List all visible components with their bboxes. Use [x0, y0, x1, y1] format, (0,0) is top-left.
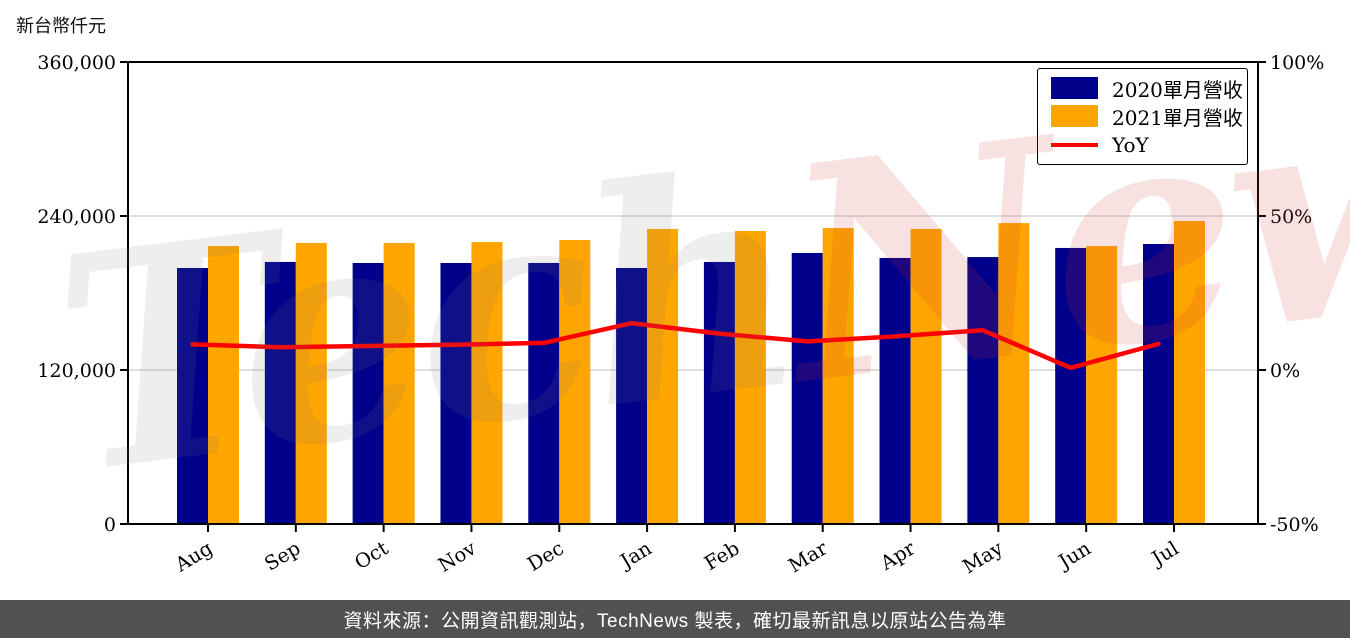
- legend-item-2021: 2021單月營收: [1038, 102, 1247, 130]
- legend-label-yoy: YoY: [1112, 132, 1149, 157]
- legend-swatch-yoy-line: [1051, 142, 1098, 148]
- bar-2020-oct: [352, 262, 384, 524]
- left-tick-label: 0: [104, 514, 116, 536]
- bar-2021-may: [998, 223, 1030, 524]
- bar-2021-jul: [1173, 221, 1205, 524]
- right-tick-label: 50%: [1270, 206, 1312, 228]
- bar-2021-jan: [647, 228, 679, 524]
- bar-2020-mar: [791, 252, 823, 524]
- bar-2020-apr: [879, 257, 911, 524]
- right-tick-label: 100%: [1270, 52, 1324, 74]
- bar-2021-apr: [910, 228, 942, 524]
- bar-2020-jan: [616, 267, 648, 524]
- yoy-line: [190, 320, 1161, 371]
- bar-2020-nov: [440, 262, 472, 524]
- legend-item-yoy: YoY: [1038, 131, 1247, 159]
- right-tick-label: 0%: [1270, 360, 1300, 382]
- x-tick-label-apr: Apr: [876, 536, 920, 575]
- x-tick-label-feb: Feb: [700, 537, 743, 576]
- bar-2020-jun: [1055, 247, 1087, 524]
- bar-2020-jul: [1142, 243, 1174, 524]
- legend-item-2020: 2020單月營收: [1038, 74, 1247, 102]
- y-axis-unit-label: 新台幣仟元: [16, 16, 106, 37]
- x-tick-label-mar: Mar: [784, 536, 831, 577]
- x-tick-label-jul: Jul: [1146, 537, 1182, 571]
- bar-2020-aug: [177, 267, 208, 524]
- left-tick-label: 120,000: [37, 360, 116, 382]
- x-tick-label-may: May: [959, 537, 1007, 579]
- legend-swatch-2020-bar: [1051, 77, 1098, 100]
- source-footer-text: 資料來源：公開資訊觀測站，TechNews 製表，確切最新訊息以原站公告為準: [343, 610, 1007, 632]
- bar-2021-oct: [383, 242, 415, 524]
- x-tick-label-sep: Sep: [260, 537, 304, 576]
- bar-2021-aug: [208, 246, 239, 524]
- right-tick-label: -50%: [1270, 514, 1319, 536]
- bar-2021-feb: [734, 231, 766, 524]
- left-tick-label: 240,000: [37, 206, 116, 228]
- x-tick-label-jan: Jan: [615, 536, 656, 573]
- bar-2021-mar: [822, 228, 854, 524]
- x-tick-label-nov: Nov: [434, 537, 480, 577]
- legend: 2020單月營收 2021單月營收 YoY: [1037, 68, 1248, 165]
- bar-2020-dec: [528, 262, 560, 524]
- x-tick-label-jun: Jun: [1053, 536, 1095, 574]
- legend-label-2021: 2021單月營收: [1112, 105, 1243, 130]
- bar-2020-feb: [703, 261, 735, 524]
- bar-2021-sep: [295, 242, 327, 524]
- legend-swatch-2021-bar: [1051, 105, 1098, 128]
- bar-2020-sep: [264, 261, 296, 524]
- bar-2021-nov: [471, 242, 503, 524]
- x-tick-label-dec: Dec: [523, 537, 568, 576]
- x-tick-label-oct: Oct: [351, 536, 393, 574]
- plot-border: [127, 61, 1259, 525]
- legend-label-2020: 2020單月營收: [1112, 77, 1243, 102]
- left-tick-label: 360,000: [37, 52, 116, 74]
- bar-2021-dec: [559, 239, 591, 524]
- bar-2021-jun: [1086, 246, 1118, 524]
- x-tick-label-aug: Aug: [170, 537, 216, 577]
- revenue-chart-plot: 0 120,000 240,000 360,000 -50% 0% 50% 100% Aug Se…: [37, 52, 1324, 579]
- bar-2020-may: [967, 257, 999, 524]
- source-footer-bar: 資料來源：公開資訊觀測站，TechNews 製表，確切最新訊息以原站公告為準: [0, 600, 1350, 638]
